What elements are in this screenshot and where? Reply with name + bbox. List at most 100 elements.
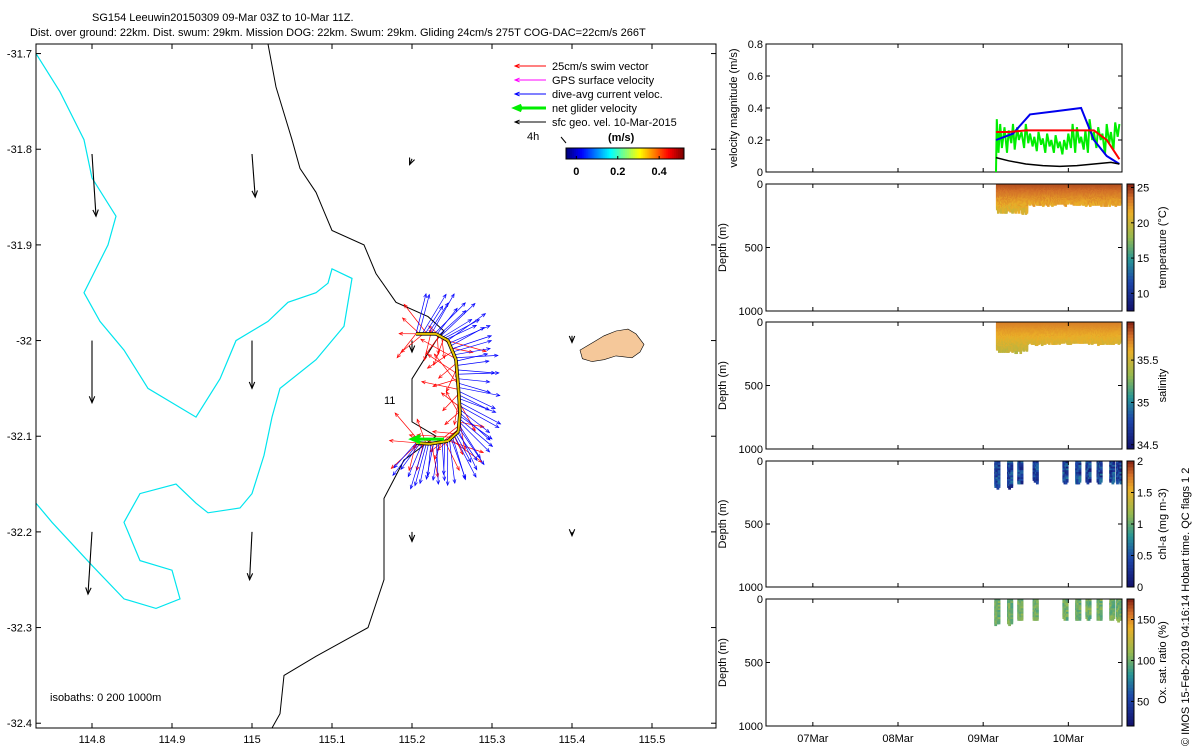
current-vector: [452, 339, 493, 353]
map-x-tick-label: 115.5: [639, 734, 666, 746]
current-vector-shaft: [452, 340, 492, 353]
velocity-series-line: [995, 119, 1121, 173]
map-y-tick-label: -31.7: [7, 49, 32, 61]
current-vector-shaft: [459, 415, 493, 440]
swim-vector-head: [394, 412, 399, 417]
colorbar-segment: [672, 148, 675, 159]
swim-vector: [451, 347, 474, 354]
current-vector-head: [436, 480, 441, 485]
temperature-colorbar-label: temperature (°C): [1157, 206, 1169, 288]
colorbar-segment: [644, 148, 648, 159]
current-vector-shaft: [459, 409, 490, 433]
colorbar-segment: [664, 148, 667, 159]
geo-velocity-vector: [568, 335, 576, 344]
current-vector: [451, 335, 493, 350]
temperature-data-point: [1014, 210, 1017, 214]
colorbar-segment: [573, 148, 577, 159]
geo-velocity-vector: [568, 529, 576, 538]
current-vector: [455, 433, 472, 463]
colorbar-segment: [617, 148, 620, 159]
geo-velocity-vector-head: [568, 529, 576, 538]
colorbar-segment: [575, 148, 579, 159]
current-vector-shaft: [436, 308, 458, 335]
current-vector-shaft: [457, 378, 490, 383]
current-vector-head: [452, 479, 457, 485]
current-vector-shaft: [414, 443, 427, 486]
salinity-data-point: [1007, 349, 1010, 353]
current-vector: [445, 324, 478, 340]
current-vector-head: [467, 319, 473, 323]
geo-velocity-vector-head: [248, 381, 256, 390]
colorbar-segment: [603, 148, 606, 159]
geo-velocity-vector: [408, 531, 416, 543]
current-vector-head: [392, 471, 397, 477]
swim-vector-head: [423, 356, 428, 362]
colorbar-segment: [662, 148, 665, 159]
colorbar-segment: [666, 148, 669, 159]
colorbar-segment: [642, 148, 646, 159]
swim-vector-head: [400, 348, 405, 354]
current-vector: [424, 305, 444, 335]
temperature-colorbar-segment: [1127, 304, 1134, 309]
colorbar-segment: [595, 148, 598, 159]
temperature-colorbar-tick-label: 10: [1137, 288, 1149, 300]
current-vector-head: [487, 335, 493, 339]
swim-vector-head: [420, 338, 425, 343]
colorbar-segment: [613, 148, 616, 159]
current-vector: [426, 443, 432, 477]
panel-y-tick-label: 0.6: [748, 71, 763, 83]
panel-frame: [765, 43, 1123, 173]
colorbar-segment: [625, 148, 628, 159]
colorbar-segment: [567, 148, 571, 159]
map-y-tick-label: -32.1: [7, 431, 32, 443]
current-vector: [459, 415, 493, 440]
current-vector-shaft: [458, 398, 496, 413]
temperature-colorbar-segment: [1127, 260, 1134, 264]
geo-velocity-vector: [246, 531, 254, 582]
current-vector-head: [439, 305, 444, 311]
swim-vector: [433, 353, 459, 385]
legend-arrow-head: [513, 63, 520, 69]
salinity-data-point: [1015, 350, 1018, 355]
temperature-colorbar-tick-label: 25: [1137, 183, 1149, 195]
colorbar-segment: [650, 148, 654, 159]
current-vector: [436, 442, 441, 485]
current-vector-head: [472, 324, 478, 329]
swim-vector-shaft: [421, 381, 459, 390]
map-x-tick-label: 114.8: [79, 734, 106, 746]
colorbar-segment: [636, 148, 640, 159]
temperature-colorbar-segment: [1127, 244, 1134, 248]
swim-vector-head: [436, 350, 441, 356]
geo-velocity-vector-head: [85, 587, 92, 596]
current-vector-shaft: [455, 433, 472, 463]
temperature-colorbar-segment: [1127, 218, 1134, 223]
map-x-tick-label: 115: [243, 734, 261, 746]
colorbar-segment: [591, 148, 595, 159]
legend-arrow-head: [511, 103, 523, 113]
current-vector-head: [407, 472, 412, 478]
geo-velocity-vector-head: [568, 335, 576, 344]
current-vector-head: [461, 302, 466, 307]
colorbar-segment: [585, 148, 589, 159]
geo-velocity-vector: [409, 157, 415, 166]
colorbar-segment: [599, 148, 602, 159]
legend-arrow-head: [513, 91, 520, 97]
current-vector-head: [496, 420, 502, 425]
colorbar-frame: [565, 147, 685, 160]
current-vector: [457, 371, 500, 375]
geo-velocity-vector: [88, 340, 96, 405]
isobath-label: isobaths: 0 200 1000m: [50, 692, 161, 704]
swim-vector-shaft: [448, 340, 487, 352]
current-vector-shaft: [458, 390, 496, 409]
current-vector: [458, 387, 501, 397]
current-vector: [458, 424, 481, 459]
current-vector-shaft: [442, 319, 472, 338]
temperature-colorbar-segment: [1127, 184, 1134, 188]
current-vector-head: [400, 465, 405, 471]
current-vector-shaft: [456, 353, 488, 362]
current-vector: [425, 443, 434, 481]
current-vector: [418, 293, 431, 334]
current-vector-shaft: [415, 293, 427, 334]
swim-vector: [431, 430, 456, 435]
